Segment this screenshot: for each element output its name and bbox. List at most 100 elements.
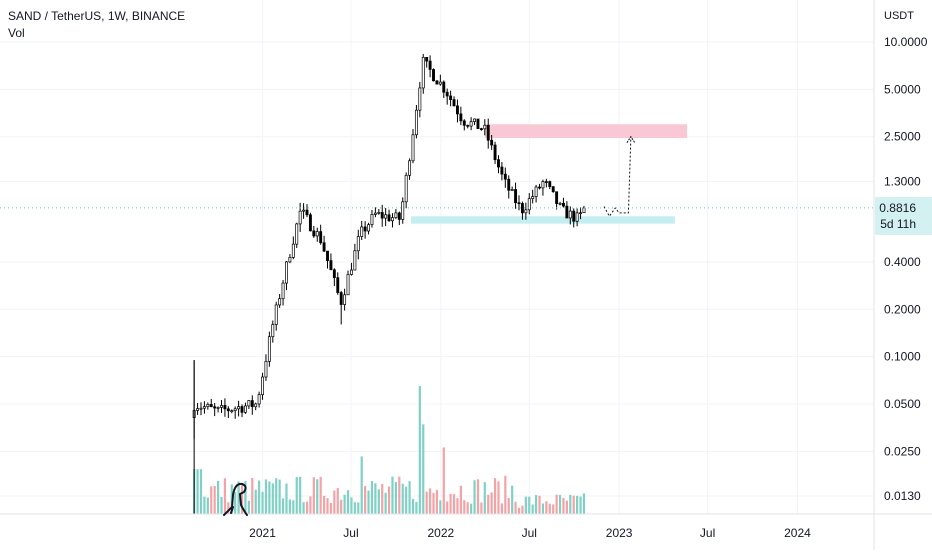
- candle[interactable]: [551, 186, 555, 193]
- candle[interactable]: [397, 211, 401, 226]
- candle[interactable]: [541, 179, 545, 196]
- candle[interactable]: [240, 404, 244, 418]
- candle[interactable]: [271, 320, 275, 343]
- candle[interactable]: [247, 400, 251, 409]
- candle[interactable]: [223, 398, 227, 417]
- candle[interactable]: [538, 183, 541, 190]
- candle[interactable]: [476, 118, 480, 129]
- candle[interactable]: [548, 180, 552, 190]
- candle[interactable]: [302, 203, 306, 219]
- candle[interactable]: [209, 398, 213, 408]
- candle[interactable]: [339, 290, 343, 325]
- candle[interactable]: [582, 205, 586, 214]
- candle[interactable]: [459, 106, 463, 126]
- candle[interactable]: [315, 227, 319, 242]
- candle[interactable]: [370, 209, 374, 228]
- candle[interactable]: [332, 268, 336, 287]
- candle[interactable]: [264, 354, 268, 381]
- candle[interactable]: [527, 193, 531, 215]
- candle[interactable]: [432, 68, 435, 82]
- candle[interactable]: [425, 56, 429, 68]
- candle[interactable]: [562, 197, 565, 208]
- candle[interactable]: [308, 212, 312, 232]
- candle[interactable]: [281, 279, 285, 306]
- candle[interactable]: [243, 402, 247, 414]
- candle[interactable]: [353, 243, 357, 271]
- candle[interactable]: [568, 206, 572, 225]
- candle[interactable]: [411, 129, 415, 164]
- candle[interactable]: [226, 406, 230, 419]
- candle[interactable]: [363, 221, 367, 239]
- support-zone[interactable]: [411, 216, 675, 224]
- candle[interactable]: [216, 406, 220, 413]
- candle[interactable]: [250, 395, 254, 415]
- candle[interactable]: [404, 172, 408, 209]
- candle[interactable]: [380, 204, 384, 227]
- candle[interactable]: [534, 184, 538, 203]
- candle[interactable]: [517, 195, 521, 211]
- candle[interactable]: [199, 402, 203, 416]
- candle[interactable]: [285, 260, 288, 291]
- candle[interactable]: [257, 391, 261, 408]
- candle[interactable]: [196, 402, 200, 415]
- candle[interactable]: [254, 402, 258, 411]
- candle[interactable]: [575, 208, 579, 227]
- candle[interactable]: [466, 124, 470, 129]
- candle[interactable]: [349, 262, 353, 276]
- candle[interactable]: [462, 119, 466, 131]
- candle[interactable]: [274, 301, 278, 331]
- candle[interactable]: [507, 175, 511, 199]
- candle[interactable]: [377, 209, 381, 215]
- candle[interactable]: [418, 81, 422, 118]
- candle[interactable]: [442, 80, 446, 98]
- candle[interactable]: [486, 118, 490, 149]
- candle[interactable]: [356, 229, 360, 260]
- candle[interactable]: [336, 272, 340, 295]
- candle[interactable]: [346, 270, 350, 296]
- candle[interactable]: [490, 135, 494, 150]
- candle[interactable]: [295, 222, 299, 249]
- candle[interactable]: [387, 209, 391, 222]
- candle[interactable]: [291, 236, 295, 260]
- candle[interactable]: [384, 207, 388, 227]
- candle[interactable]: [456, 99, 459, 123]
- volume-indicator-label[interactable]: Vol: [8, 26, 25, 40]
- candle[interactable]: [428, 55, 432, 78]
- candle[interactable]: [473, 118, 476, 126]
- candle[interactable]: [421, 53, 425, 94]
- candle[interactable]: [298, 202, 302, 232]
- candle[interactable]: [267, 331, 271, 367]
- candle[interactable]: [500, 162, 504, 181]
- candle[interactable]: [391, 213, 394, 228]
- candle[interactable]: [452, 96, 456, 107]
- candle[interactable]: [343, 288, 347, 311]
- symbol-title[interactable]: SAND / TetherUS, 1W, BINANCE: [8, 9, 186, 23]
- candle[interactable]: [531, 189, 535, 204]
- candle[interactable]: [322, 235, 326, 253]
- candle[interactable]: [510, 186, 514, 191]
- candle[interactable]: [401, 197, 405, 224]
- candle[interactable]: [555, 191, 559, 210]
- candle[interactable]: [503, 167, 507, 188]
- candle[interactable]: [449, 90, 453, 107]
- candle[interactable]: [572, 208, 576, 228]
- candle[interactable]: [373, 207, 377, 218]
- candle[interactable]: [230, 409, 234, 414]
- candle[interactable]: [360, 220, 364, 241]
- candle[interactable]: [312, 225, 316, 238]
- candle[interactable]: [206, 402, 210, 410]
- candle[interactable]: [237, 400, 241, 417]
- candle[interactable]: [213, 402, 217, 417]
- candle[interactable]: [469, 117, 473, 131]
- candle[interactable]: [565, 201, 569, 219]
- candle[interactable]: [438, 74, 442, 86]
- candle[interactable]: [579, 207, 583, 220]
- candle[interactable]: [261, 372, 264, 400]
- candle[interactable]: [278, 294, 282, 308]
- candle[interactable]: [329, 253, 333, 271]
- candle[interactable]: [367, 222, 370, 235]
- candle[interactable]: [319, 224, 323, 245]
- candle[interactable]: [326, 250, 329, 269]
